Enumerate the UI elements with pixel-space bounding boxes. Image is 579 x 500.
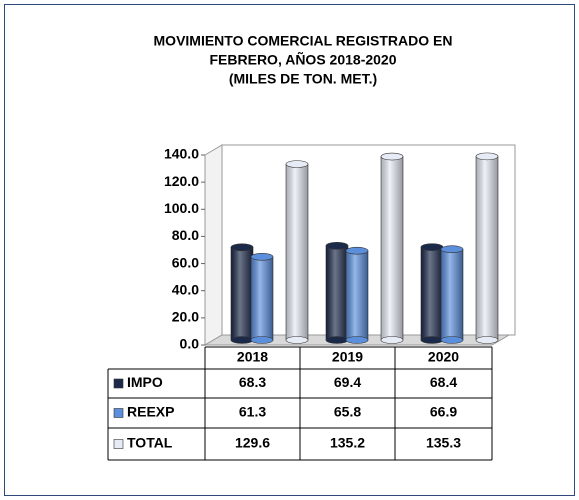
chart-title: MOVIMIENTO COMERCIAL REGISTRADO EN	[154, 33, 453, 49]
side-wall	[204, 144, 223, 346]
bar-shine	[346, 250, 368, 340]
y-tick-label: 40.0	[172, 281, 199, 297]
bar-top	[380, 152, 404, 161]
bar	[230, 243, 254, 344]
y-tick-label: 100.0	[164, 200, 199, 216]
x-tick-label: 2019	[332, 349, 363, 365]
bar	[380, 152, 404, 344]
y-tick-label: 20.0	[172, 309, 199, 325]
table-value: 135.2	[330, 435, 365, 451]
table-value: 61.3	[239, 404, 266, 420]
bar	[250, 253, 274, 344]
bar-top	[285, 160, 309, 168]
table-value: 69.4	[334, 374, 361, 390]
bar-base	[440, 336, 464, 344]
bar-shine	[251, 256, 273, 340]
x-tick-label: 2020	[428, 349, 459, 365]
y-tick-label: 140.0	[164, 146, 199, 162]
table-value: 65.8	[334, 404, 361, 420]
bar-shine	[476, 156, 498, 340]
y-tick-label: 80.0	[172, 227, 199, 243]
bar-top	[325, 242, 349, 250]
legend-swatch	[113, 408, 124, 418]
bar-shine	[421, 247, 443, 340]
bar-shine	[231, 247, 253, 340]
y-tick-label: 60.0	[172, 254, 199, 270]
table-value: 66.9	[430, 404, 457, 420]
bar-top	[475, 152, 499, 161]
x-tick-label: 2018	[237, 349, 268, 365]
legend-label: TOTAL	[127, 435, 173, 451]
bar-top	[230, 243, 254, 252]
bar-base	[285, 336, 309, 344]
table-value: 129.6	[235, 435, 270, 451]
bar-top	[250, 253, 274, 261]
bar-shine	[286, 164, 308, 340]
y-tick-label: 0.0	[180, 336, 200, 352]
bar	[325, 242, 349, 344]
bar	[440, 245, 464, 344]
bar-top	[440, 245, 464, 254]
bar-shine	[441, 249, 463, 340]
chart-title: FEBRERO, AÑOS 2018-2020	[210, 51, 397, 68]
bar-top	[345, 246, 369, 255]
bar	[345, 246, 369, 344]
bar-base	[325, 336, 349, 344]
legend-label: IMPO	[127, 374, 163, 390]
chart-title: (MILES DE TON. MET.)	[229, 71, 377, 87]
bar	[420, 243, 444, 344]
bar-base	[250, 336, 274, 344]
bar-base	[345, 336, 369, 344]
bar-base	[420, 336, 444, 344]
bar-shine	[381, 156, 403, 340]
bar	[285, 160, 309, 344]
y-tick-label: 120.0	[164, 173, 199, 189]
bar-shine	[326, 245, 348, 340]
table-value: 135.3	[426, 435, 461, 451]
bar-base	[380, 336, 404, 344]
legend-label: REEXP	[127, 404, 174, 420]
bar	[475, 152, 499, 344]
bar-top	[420, 243, 444, 251]
legend-swatch	[113, 439, 124, 449]
table-value: 68.4	[430, 374, 457, 390]
bar-base	[230, 336, 254, 344]
legend-swatch	[113, 378, 124, 389]
bar-base	[475, 336, 499, 344]
table-value: 68.3	[239, 374, 266, 390]
